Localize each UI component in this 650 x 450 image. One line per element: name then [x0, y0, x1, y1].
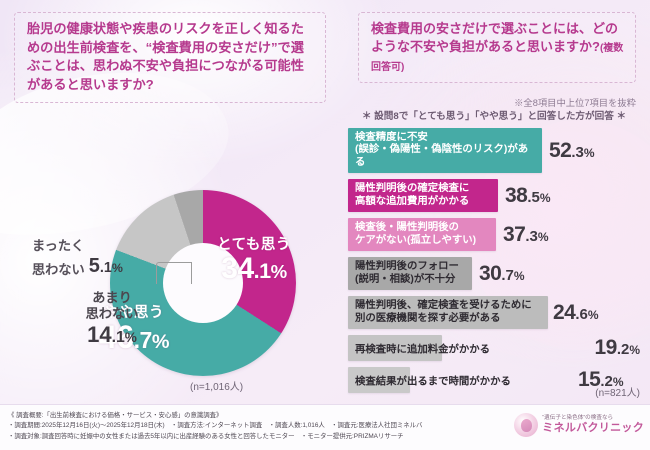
- pie-segment-mattaku-label1: まったく: [32, 238, 85, 253]
- question-right-header: 検査費用の安さだけで選ぶことには、どのような不安や負担があると思いますか?(複数…: [358, 12, 636, 84]
- footer-line-3: ・調査対象:調査回答時に妊娠中の女性または過去5年以内に出産経験のある女性と回答…: [8, 432, 404, 440]
- bar-item-1-line1: 検査精度に不安: [355, 132, 428, 143]
- pie-sample-size: (n=1,016人): [190, 382, 244, 393]
- bar-row: 検査精度に不安 (誤診・偽陽性・偽陰性のリスク)がある 52.3%: [348, 128, 640, 174]
- pie-chart: とても思う 34.1% やや思う 46.7% あまり 思わない 14.1% まっ…: [18, 118, 330, 386]
- footer-line-1: 《 調査概要:「出生前検査における価格・サービス・安心感」の意識調査》: [8, 412, 223, 419]
- bar-item-4-line1: 陽性判明後のフォロー: [355, 261, 459, 273]
- pie-segment-totemo: とても思う 34.1%: [194, 237, 314, 286]
- note-respondent-filter: ＊ 設問8で「とても思う」「やや思う」と回答した方が回答 ＊: [361, 111, 627, 122]
- bar-row: 検査結果が出るまで時間がかかる 15.2%: [348, 367, 640, 394]
- footer-survey-info: 《 調査概要:「出生前検査における価格・サービス・安心感」の意識調査》 ・調査期…: [8, 411, 422, 442]
- bar-item-3-line2: ケアがない(孤立しやすい): [355, 234, 477, 246]
- bar-item-4: 陽性判明後のフォロー (説明・相談)が不十分: [348, 257, 472, 291]
- clinic-logo: “遺伝子と染色体”の検査なら ミネルバクリニック: [514, 413, 644, 437]
- pie-segment-mattaku-value: 5.1%: [88, 255, 123, 278]
- bar-item-3-line1: 検査後・陽性判明後の: [355, 222, 459, 234]
- bar-item-6-value: 19.2%: [594, 336, 640, 360]
- bar-item-5-value: 24.6%: [553, 300, 599, 324]
- bar-row: 検査後・陽性判明後の ケアがない(孤立しやすい) 37.3%: [348, 218, 640, 252]
- bar-item-6-line1: 再検査時に追加料金がかかる: [355, 344, 491, 356]
- clinic-logo-name: ミネルバクリニック: [542, 421, 644, 434]
- bar-sample-size: (n=821人): [595, 388, 640, 399]
- bar-item-1: 検査精度に不安 (誤診・偽陽性・偽陰性のリスク)がある: [348, 128, 542, 174]
- bar-item-4-value: 30.7%: [479, 261, 525, 285]
- bar-item-5-line1: 陽性判明後、確定検査を受けるために: [355, 300, 532, 312]
- bar-item-1-value: 52.3%: [549, 138, 595, 162]
- pie-segment-mattaku: まったく 思わない 5.1%: [32, 238, 164, 278]
- footer: 《 調査概要:「出生前検査における価格・サービス・安心感」の意識調査》 ・調査期…: [0, 404, 650, 450]
- bar-chart: 検査精度に不安 (誤診・偽陽性・偽陰性のリスク)がある 52.3% 陽性判明後の…: [348, 128, 640, 399]
- note-top-items: ※全8項目中上位7項目を抜粋: [514, 98, 636, 108]
- question-right-suffix: (複数回答可): [371, 43, 624, 73]
- bar-row: 陽性判明後のフォロー (説明・相談)が不十分 30.7%: [348, 257, 640, 291]
- clinic-logo-text: “遺伝子と染色体”の検査なら ミネルバクリニック: [542, 415, 644, 435]
- clinic-logo-tagline: “遺伝子と染色体”の検査なら: [542, 415, 614, 422]
- bar-item-7: [348, 367, 410, 394]
- bar-row: 再検査時に追加料金がかかる 19.2%: [348, 335, 640, 362]
- question-right-text: 検査費用の安さだけで選ぶことには、どのような不安や負担があると思いますか?: [371, 21, 619, 55]
- bar-item-1-line2: (誤診・偽陽性・偽陰性のリスク)がある: [355, 144, 529, 168]
- pie-segment-yaya-label: やや思う: [104, 305, 164, 321]
- bar-item-5-line2: 別の医療機関を探す必要がある: [355, 312, 501, 324]
- bar-item-2-value: 38.5%: [505, 183, 551, 207]
- pie-chart-hole: [163, 243, 243, 323]
- bar-item-2-line2: 高額な追加費用がかかる: [355, 195, 470, 207]
- pie-segment-mattaku-label2: 思わない: [32, 262, 85, 277]
- bar-item-5: 陽性判明後、確定検査を受けるために 別の医療機関を探す必要がある: [348, 296, 548, 330]
- pie-segment-totemo-label: とても思う: [217, 237, 291, 253]
- bar-item-4-line2: (説明・相談)が不十分: [355, 273, 456, 285]
- pie-segment-amari-label1: あまり: [92, 290, 132, 305]
- pie-segment-totemo-value: 34.1%: [221, 252, 287, 286]
- bar-item-3: 検査後・陽性判明後の ケアがない(孤立しやすい): [348, 218, 496, 252]
- bar-item-2-line1: 陽性判明後の確定検査に: [355, 183, 470, 195]
- pie-segment-yaya-value: 46.7%: [99, 319, 169, 356]
- pie-leader-line: [156, 262, 192, 284]
- bar-item-7-value: 15.2%: [578, 368, 624, 392]
- bar-row: 陽性判明後の確定検査に 高額な追加費用がかかる 38.5%: [348, 179, 640, 213]
- footer-line-2: ・調査期間:2025年12月16日(火)～2025年12月18日(木) ・調査方…: [8, 422, 423, 430]
- bar-item-7-line1: 検査結果が出るまで時間がかかる: [355, 376, 511, 388]
- bar-item-2: 陽性判明後の確定検査に 高額な追加費用がかかる: [348, 179, 498, 213]
- bar-item-6: [348, 335, 443, 362]
- pie-segment-amari: あまり 思わない 14.1%: [70, 290, 154, 348]
- pie-segment-yaya: やや思う 46.7%: [74, 305, 194, 356]
- bar-item-3-value: 37.3%: [503, 222, 549, 246]
- pie-segment-amari-label2: 思わない: [85, 305, 139, 321]
- bar-row: 陽性判明後、確定検査を受けるために 別の医療機関を探す必要がある 24.6%: [348, 296, 640, 330]
- pie-segment-amari-value: 14.1%: [87, 321, 137, 347]
- clinic-logo-icon: [514, 413, 539, 437]
- question-left-header: 胎児の健康状態や疾患のリスクを正しく知るための出生前検査を、“検査費用の安さだけ…: [14, 12, 326, 103]
- pie-leader-line-2: [191, 262, 193, 284]
